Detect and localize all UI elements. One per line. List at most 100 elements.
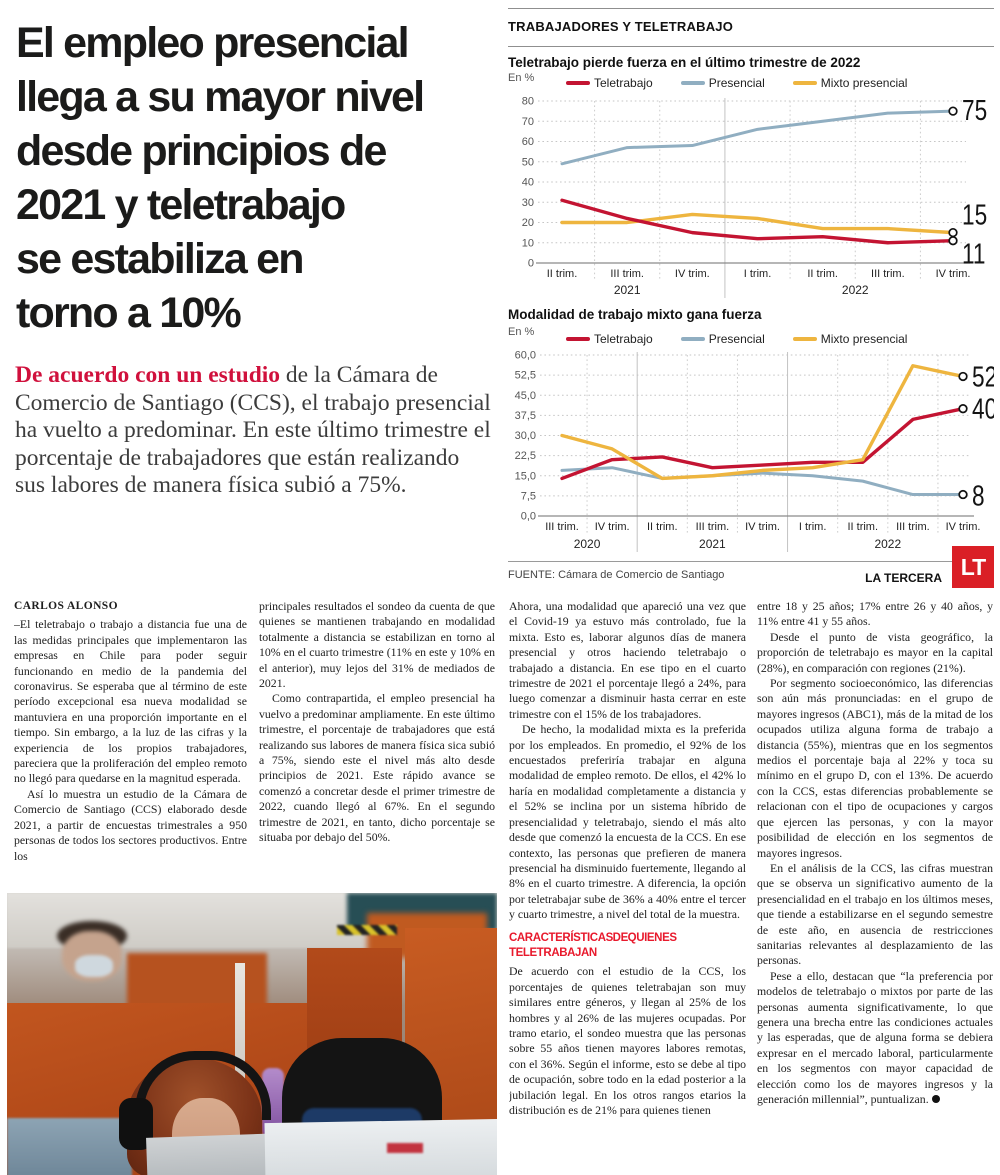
photo-white-panel xyxy=(264,1118,497,1175)
photo-hazard-stripe xyxy=(337,925,397,935)
brand-name: LA TERCERA xyxy=(865,571,942,585)
svg-text:52: 52 xyxy=(972,360,994,393)
svg-text:I trim.: I trim. xyxy=(799,521,827,533)
chart1-legend: Teletrabajo Presencial Mixto presencial xyxy=(566,76,907,90)
svg-text:II trim.: II trim. xyxy=(547,268,578,280)
legend-swatch xyxy=(680,81,705,85)
svg-text:III trim.: III trim. xyxy=(696,521,730,533)
svg-text:15,0: 15,0 xyxy=(515,470,536,482)
svg-text:20: 20 xyxy=(522,217,534,229)
svg-text:IV trim.: IV trim. xyxy=(936,268,971,280)
svg-text:30: 30 xyxy=(522,197,534,209)
svg-text:52,5: 52,5 xyxy=(515,370,536,382)
article-column-2: principales resultados el sondeo da cuen… xyxy=(259,599,495,887)
svg-text:II trim.: II trim. xyxy=(807,268,838,280)
paragraph: principales resultados el sondeo da cuen… xyxy=(259,599,495,691)
svg-text:15: 15 xyxy=(962,198,987,231)
byline: CARLOS ALONSO xyxy=(14,600,118,612)
lede-paragraph: De acuerdo con un estudio de la Cámara d… xyxy=(15,362,493,500)
headline-line: 2021 y teletrabajo xyxy=(16,181,346,229)
rule-top xyxy=(508,8,994,9)
photo-bottle xyxy=(262,1068,284,1138)
end-of-article-mark: ● xyxy=(931,1095,940,1103)
source-credit: FUENTE: Cámara de Comercio de Santiago xyxy=(508,569,725,581)
legend-item: Teletrabajo xyxy=(566,76,653,90)
chart1-title: Teletrabajo pierde fuerza en el último t… xyxy=(508,55,861,70)
svg-text:IV trim.: IV trim. xyxy=(675,268,710,280)
svg-text:2022: 2022 xyxy=(874,537,901,551)
svg-text:80: 80 xyxy=(522,96,534,108)
svg-text:75: 75 xyxy=(962,94,987,127)
infographic-kicker: TRABAJADORES Y TELETRABAJO xyxy=(508,19,734,34)
svg-text:60: 60 xyxy=(522,136,534,148)
chart2-unit-label: En % xyxy=(508,326,535,338)
photo-desk-panel xyxy=(7,1118,132,1175)
svg-text:II trim.: II trim. xyxy=(847,521,878,533)
chart2-legend: Teletrabajo Presencial Mixto presencial xyxy=(566,332,907,346)
paragraph: Por segmento socioeconómico, las diferen… xyxy=(757,676,993,860)
headline: El empleo presencial llega a su mayor ni… xyxy=(16,16,494,340)
rule-under-kicker xyxy=(508,46,994,47)
svg-text:III trim.: III trim. xyxy=(871,268,905,280)
rule-footer xyxy=(508,561,994,562)
legend-swatch xyxy=(792,81,817,85)
svg-text:II trim.: II trim. xyxy=(647,521,678,533)
svg-text:III trim.: III trim. xyxy=(545,521,579,533)
chart1-unit-label: En % xyxy=(508,72,535,84)
section-subhead: CARACTERÍSTICAS DE QUIENES TELETRABAJAN xyxy=(509,931,677,959)
lede-lead-in: De acuerdo con un estudio xyxy=(15,362,281,388)
svg-text:11: 11 xyxy=(962,237,985,270)
svg-text:I trim.: I trim. xyxy=(744,268,772,280)
chart2-title: Modalidad de trabajo mixto gana fuerza xyxy=(508,307,762,322)
paragraph-text: Pese a ello, destacan que “la preferenci… xyxy=(757,968,993,1106)
svg-text:22,5: 22,5 xyxy=(515,450,536,462)
svg-text:2022: 2022 xyxy=(842,283,869,297)
legend-item: Presencial xyxy=(680,332,765,346)
paragraph: De hecho, la modalidad mixta es la prefe… xyxy=(509,722,746,922)
svg-text:2021: 2021 xyxy=(699,537,726,551)
chart2-line-chart: 0,0 7,5 15,0 22,5 30,0 37,5 45,0 52,5 60,0 8 4052 I… xyxy=(508,350,997,569)
article-column-4: entre 18 y 25 años; 17% entre 26 y 40 añ… xyxy=(757,599,993,1173)
paragraph: Ahora, una modalidad que apareció una ve… xyxy=(509,599,746,721)
legend-item: Teletrabajo xyxy=(566,332,653,346)
headline-line: desde principios de xyxy=(16,127,387,175)
paragraph: –El teletrabajo o trabajo a distancia fu… xyxy=(14,617,247,786)
svg-text:70: 70 xyxy=(522,116,534,128)
svg-text:IV trim.: IV trim. xyxy=(946,521,981,533)
photo-background-person-mask xyxy=(75,955,113,977)
svg-text:IV trim.: IV trim. xyxy=(745,521,780,533)
article-photo-call-center xyxy=(7,893,497,1175)
legend-swatch xyxy=(792,337,817,341)
svg-text:2021: 2021 xyxy=(614,283,641,297)
svg-text:0: 0 xyxy=(528,258,534,270)
infographic-box: TRABAJADORES Y TELETRABAJO Teletrabajo p… xyxy=(508,8,997,596)
lede-rest: de la Cámara de Comercio de Santiago (CC… xyxy=(15,362,491,498)
headline-line: El empleo presencial xyxy=(16,19,410,67)
paragraph: Como contrapartida, el empleo presencial… xyxy=(259,691,495,845)
legend-item: Presencial xyxy=(680,76,765,90)
svg-text:2020: 2020 xyxy=(574,537,601,551)
svg-text:37,5: 37,5 xyxy=(515,410,536,422)
legend-swatch xyxy=(566,337,590,341)
la-tercera-logo: LT xyxy=(952,546,994,588)
svg-text:50: 50 xyxy=(522,156,534,168)
headline-line: torno a 10% xyxy=(16,289,242,337)
paragraph: Pese a ello, destacan que “la preferenci… xyxy=(757,969,993,1108)
legend-swatch xyxy=(680,337,705,341)
svg-text:III trim.: III trim. xyxy=(896,521,930,533)
svg-text:60,0: 60,0 xyxy=(515,350,536,362)
headline-line: se estabiliza en xyxy=(16,235,304,283)
paragraph: Desde el punto de vista geográfico, la p… xyxy=(757,629,993,675)
svg-text:7,5: 7,5 xyxy=(521,490,536,502)
svg-text:30,0: 30,0 xyxy=(515,430,536,442)
paragraph: De acuerdo con el estudio de la CCS, los… xyxy=(509,964,746,1117)
chart1-line-chart: 0 10 20 30 40 50 60 70 80 75 15 11 II trim. III trim.… xyxy=(508,93,994,305)
article-column-1: CARLOS ALONSO –El teletrabajo o trabajo … xyxy=(14,599,247,887)
headline-line: llega a su mayor nivel xyxy=(16,73,425,121)
svg-text:8: 8 xyxy=(972,479,985,512)
legend-item: Mixto presencial xyxy=(792,76,907,90)
paragraph: entre 18 y 25 años; 17% entre 26 y 40 añ… xyxy=(757,599,993,629)
legend-item: Mixto presencial xyxy=(792,332,907,346)
legend-swatch xyxy=(566,81,590,85)
